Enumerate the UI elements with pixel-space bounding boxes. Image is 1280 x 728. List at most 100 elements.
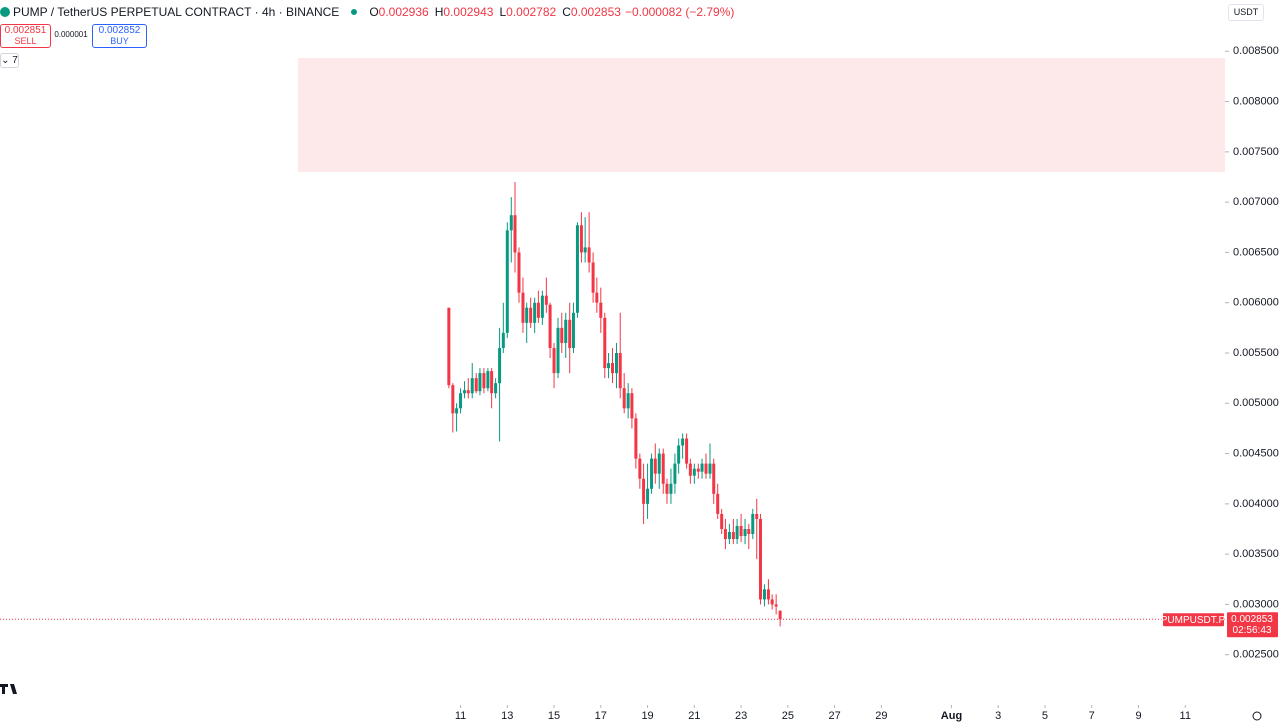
sell-price: 0.002851 (4, 25, 47, 36)
candle-body (618, 353, 622, 389)
candle-body (673, 463, 677, 484)
candle-body (591, 262, 595, 293)
candle-body (650, 458, 654, 489)
ohlc-value: 0.002853 (570, 5, 621, 19)
candle-body (743, 529, 747, 537)
spread: 0.000001 (54, 30, 88, 39)
header: PUMP / TetherUS PERPETUAL CONTRACT · 4h … (0, 5, 734, 19)
x-tick-label: 3 (995, 710, 1001, 722)
candle-body (720, 513, 724, 530)
candle-body (723, 529, 727, 540)
candle-body (607, 363, 611, 369)
y-tick-label: 0.003000 (1233, 598, 1279, 610)
candle-body (614, 353, 618, 374)
candle-body (622, 388, 626, 409)
candle-body (509, 215, 513, 231)
candle-body (692, 468, 696, 476)
candle-body (575, 225, 579, 313)
candle-body (677, 445, 681, 464)
candle-body (681, 438, 685, 446)
y-tick-label: 0.006000 (1233, 297, 1279, 309)
y-tick-label: 0.004500 (1233, 447, 1279, 459)
candle-body (564, 319, 568, 343)
ohlc-key: L (499, 5, 507, 19)
x-tick-label: 5 (1042, 710, 1048, 722)
y-tick-label: 0.007000 (1233, 196, 1279, 208)
candle-body (540, 295, 544, 318)
candle-body (758, 518, 762, 600)
candle-body (611, 363, 614, 374)
ohlc-value: 0.002943 (443, 5, 494, 19)
x-tick-label: 23 (735, 710, 747, 722)
symbol-icon (0, 7, 10, 17)
ohlc-key: O (369, 5, 379, 19)
candle-body (762, 589, 766, 600)
change: −0.000082 (−2.79%) (624, 5, 735, 19)
candle-body (626, 393, 630, 409)
candle-body (447, 307, 451, 386)
y-tick-label: 0.003500 (1233, 548, 1279, 560)
status-dot (351, 9, 358, 15)
candle-body (587, 247, 591, 263)
candle-body (778, 610, 782, 620)
candle-body (716, 493, 720, 514)
candle-body (751, 513, 755, 535)
y-tick-label: 0.008500 (1233, 45, 1279, 57)
candle-body (474, 378, 478, 392)
candle-body (525, 307, 529, 323)
settings-icon[interactable] (1252, 711, 1262, 721)
candle-body (498, 347, 502, 384)
candle-body (685, 438, 689, 464)
candle-body (774, 604, 778, 607)
x-tick-label: 13 (501, 710, 513, 722)
candle-body (653, 458, 657, 474)
sell-label: SELL (14, 36, 37, 46)
currency-button[interactable]: USDT (1228, 4, 1264, 21)
x-tick-label: 17 (595, 710, 607, 722)
candle-body (731, 532, 735, 540)
candle-body (533, 302, 537, 323)
candle-body (482, 373, 486, 389)
zone (298, 58, 1225, 172)
buy-button[interactable]: 0.002852 BUY (92, 24, 147, 48)
sell-button[interactable]: 0.002851 SELL (0, 24, 51, 48)
candle-body (766, 589, 770, 600)
price-tag-countdown: 02:56:43 (1233, 625, 1272, 636)
buy-price: 0.002852 (98, 25, 141, 36)
candle-body (521, 292, 525, 323)
y-tick-label: 0.002500 (1233, 649, 1279, 661)
candle-body (470, 378, 474, 394)
candle-body (696, 468, 700, 472)
x-tick-label: 11 (1180, 710, 1191, 722)
candle-body (642, 478, 646, 504)
x-tick-label: 11 (455, 710, 466, 722)
candle-body (669, 483, 673, 494)
y-tick-label: 0.006500 (1233, 246, 1279, 258)
x-tick-label: 25 (782, 710, 794, 722)
candle-body (770, 599, 774, 605)
candle-body (552, 347, 556, 374)
candle-body (463, 390, 467, 394)
candle-body (517, 252, 521, 293)
candle-body (556, 327, 560, 374)
ohlc-value: 0.002782 (506, 5, 557, 19)
candle-body (708, 463, 712, 474)
candle-body (560, 327, 564, 343)
x-tick-label: 15 (548, 710, 560, 722)
candle-body (459, 393, 463, 409)
candle-body (638, 458, 642, 479)
candle-body (571, 312, 575, 348)
candle-body (513, 215, 517, 253)
y-tick-label: 0.005000 (1233, 397, 1279, 409)
symbol[interactable]: PUMP / TetherUS PERPETUAL CONTRACT · 4h … (13, 5, 340, 19)
candle-body (747, 529, 751, 535)
ohlc-value: 0.002936 (378, 5, 429, 19)
ohlc-key: H (434, 5, 444, 19)
indicators-toggle[interactable]: ⌄ 7 (0, 53, 19, 68)
x-tick-label: 21 (688, 710, 700, 722)
y-tick-label: 0.005500 (1233, 347, 1279, 359)
candle-body (494, 383, 498, 394)
ohlc: O0.002936 H0.002943 L0.002782 C0.002853 (363, 5, 621, 19)
x-tick-label: 19 (641, 710, 653, 722)
